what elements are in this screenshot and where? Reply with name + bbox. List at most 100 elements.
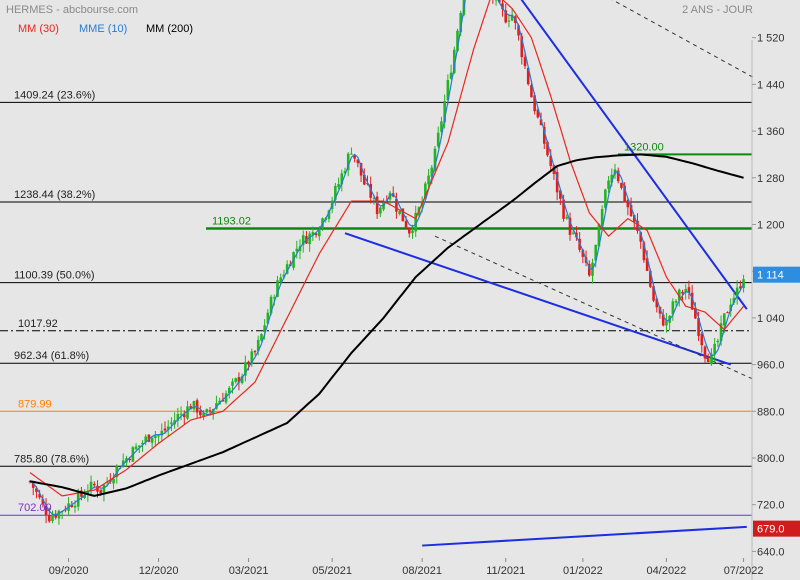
candle-body	[452, 49, 456, 73]
candle-body	[205, 409, 209, 413]
mm200-line	[29, 153, 744, 497]
y-tick-label: 640.0	[757, 546, 785, 558]
candle-body	[533, 95, 536, 112]
candle-body	[507, 20, 511, 22]
candle-body	[674, 300, 678, 303]
candle-body	[80, 490, 83, 497]
candle-body	[722, 313, 726, 326]
candle-body	[632, 215, 636, 222]
candle-body	[555, 171, 559, 193]
candle-body	[401, 208, 405, 222]
candle-body	[700, 333, 704, 346]
x-tick-label: 09/2020	[49, 565, 89, 577]
candle-body	[713, 343, 716, 355]
candle-body	[369, 183, 373, 198]
candle-body	[623, 185, 626, 202]
candle-body	[665, 320, 668, 326]
candle-body	[719, 323, 723, 342]
candle-body	[565, 216, 569, 219]
chart-title: HERMES - abcbourse.com	[6, 4, 138, 16]
trendline-support-wedge	[344, 232, 732, 366]
candle-body	[221, 399, 225, 402]
candle-body	[137, 445, 141, 447]
candle-body	[706, 359, 710, 363]
candle-body	[694, 307, 697, 319]
candle-body	[546, 141, 549, 156]
y-tick-label: 1 520	[757, 33, 785, 45]
candle-body	[526, 67, 530, 85]
candle-body	[520, 36, 524, 58]
candle-body	[285, 264, 289, 274]
y-tick-label: 880.0	[757, 406, 785, 418]
price-level-label: 702.00	[18, 502, 52, 514]
candle-body	[282, 274, 286, 278]
x-tick-label: 11/2021	[486, 565, 525, 577]
candle-body	[379, 207, 382, 214]
candle-body	[227, 387, 231, 394]
y-tick-label: 800.0	[757, 453, 785, 465]
candle-body	[642, 242, 646, 261]
candle-body	[356, 159, 360, 164]
candle-body	[530, 85, 533, 98]
candle-body	[102, 484, 106, 494]
candle-body	[523, 57, 527, 67]
x-tick-label: 04/2022	[647, 565, 687, 577]
candle-body	[424, 183, 427, 200]
candle-body	[231, 381, 234, 386]
candle-body	[536, 109, 540, 118]
candle-body	[407, 228, 411, 234]
candle-body	[128, 458, 131, 461]
candle-body	[710, 353, 713, 365]
candle-body	[70, 504, 74, 508]
mm30-line	[29, 0, 745, 497]
candle-body	[559, 190, 562, 199]
candle-body	[562, 199, 565, 219]
candle-body	[166, 426, 170, 430]
candle-body	[73, 505, 77, 508]
price-badge-label: 1 114	[757, 270, 784, 282]
candle-body	[440, 121, 443, 132]
candle-body	[677, 289, 681, 301]
candle-body	[182, 414, 186, 418]
candle-body	[89, 481, 93, 490]
candle-body	[571, 232, 575, 234]
candle-body	[92, 483, 96, 486]
candle-body	[41, 499, 45, 504]
candle-body	[735, 287, 739, 297]
candle-body	[202, 412, 205, 417]
candle-body	[549, 155, 553, 166]
candle-body	[362, 174, 366, 185]
candle-body	[47, 515, 51, 522]
candle-body	[256, 339, 260, 352]
candle-body	[253, 351, 257, 353]
candle-body	[726, 312, 729, 314]
price-level-label: 1017.92	[18, 318, 58, 330]
trendline-channel-dashed-top	[611, 0, 754, 78]
candle-body	[459, 12, 463, 33]
candle-body	[279, 277, 283, 282]
x-tick-label: 01/2022	[563, 565, 603, 577]
x-tick-label: 12/2020	[139, 565, 179, 577]
candle-body	[311, 232, 315, 236]
price-level-label: 879.99	[18, 398, 52, 410]
candle-body	[83, 495, 86, 498]
legend-mm200: MM (200)	[146, 23, 193, 35]
candle-body	[244, 362, 247, 376]
y-tick-label: 960.0	[757, 360, 785, 372]
trendline-channel-dashed-bottom	[434, 235, 754, 380]
candle-body	[260, 333, 263, 341]
candle-body	[350, 153, 353, 155]
candle-body	[600, 209, 604, 227]
candle-body	[404, 220, 408, 228]
candle-body	[99, 489, 103, 494]
candle-body	[115, 466, 119, 477]
y-tick-label: 1 200	[757, 219, 785, 231]
candle-body	[295, 248, 299, 252]
candle-body	[568, 217, 572, 235]
candle-body	[661, 314, 665, 326]
candle-body	[150, 437, 154, 443]
candle-body	[141, 442, 144, 445]
candle-body	[449, 72, 453, 79]
